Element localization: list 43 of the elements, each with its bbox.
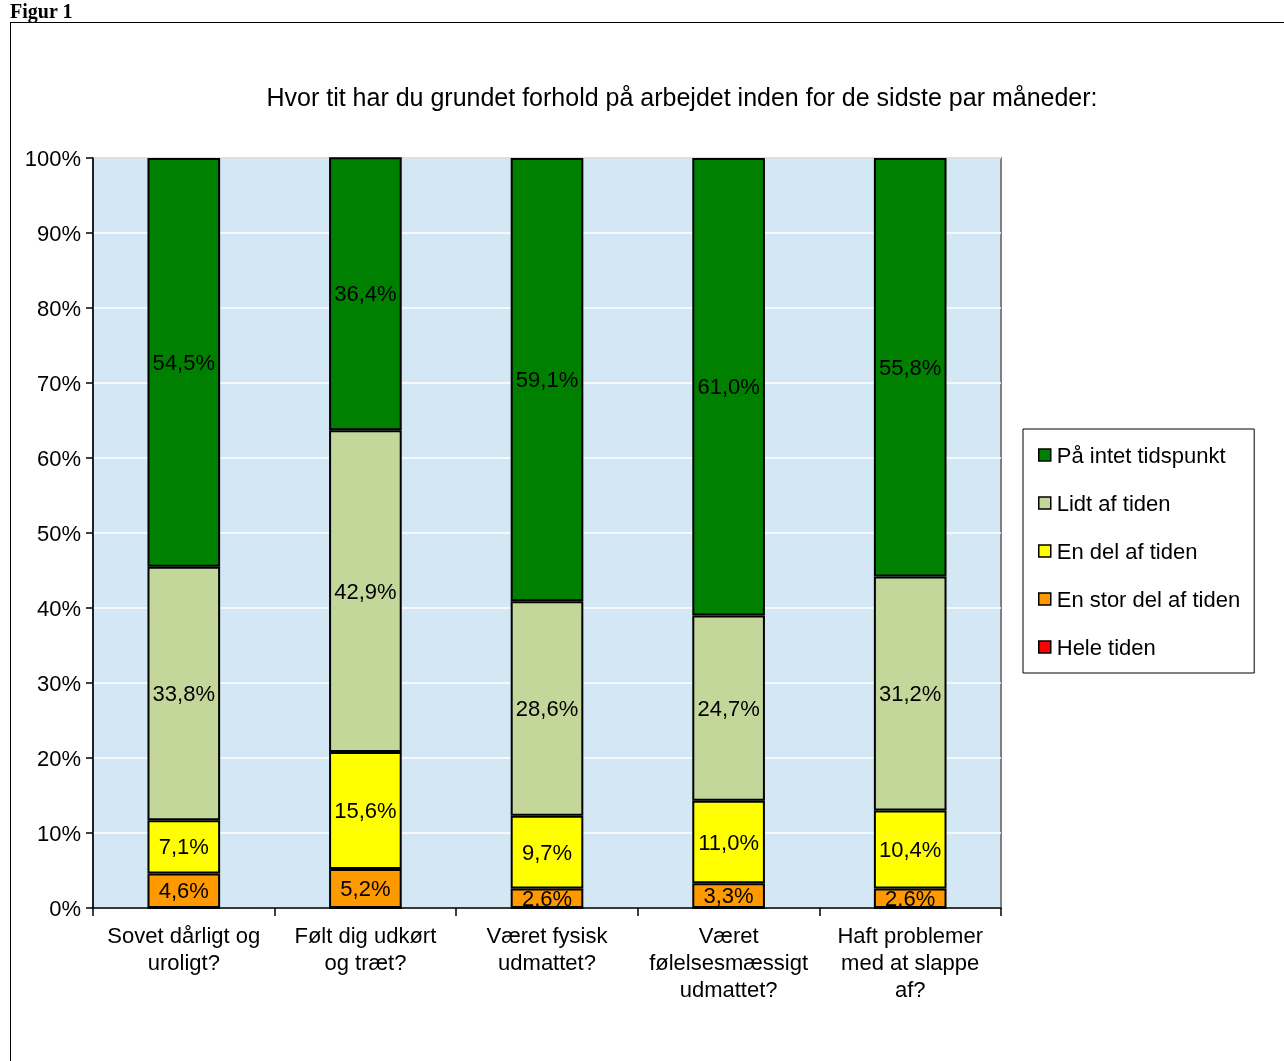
legend-label: En stor del af tiden <box>1056 586 1241 612</box>
data-label: 11,0% <box>698 829 759 855</box>
y-tick-label: 20% <box>36 745 81 771</box>
data-label: 36,4% <box>334 281 397 307</box>
y-tick-label: 30% <box>36 670 81 696</box>
data-label: 42,9% <box>334 578 397 604</box>
y-tick-label: 100% <box>24 145 81 171</box>
data-label: 9,7% <box>521 839 573 865</box>
data-label: 7,1% <box>158 834 209 860</box>
data-label: 54,5% <box>152 349 215 375</box>
y-tick-label: 70% <box>36 370 81 396</box>
chart-title: Hvor tit har du grundet forhold på arbejdet inden for de sidste par måneder: <box>266 82 1098 111</box>
data-label: 33,8% <box>152 681 215 706</box>
x-tick-label: Været følelsesmæssigt udmattet? <box>649 923 809 1002</box>
text: Figur 1 <box>10 0 73 22</box>
x-tick-label: Været fysisk udmattet? <box>486 923 609 975</box>
y-tick-label: 10% <box>36 820 81 846</box>
x-tick-label: Haft problemer med at slappe af? <box>837 923 983 1002</box>
x-tick-label: Sovet dårligt og uroligt? <box>107 923 261 975</box>
data-label: 2,6% <box>521 885 573 911</box>
data-label: 2,6% <box>885 885 936 911</box>
data-label: 61,0% <box>697 374 760 400</box>
data-label: 15,6% <box>334 798 397 823</box>
y-tick-label: 80% <box>36 295 81 321</box>
data-label: 59,1% <box>515 367 579 393</box>
y-tick-label: 0% <box>49 895 81 921</box>
data-label: 55,8% <box>879 354 942 380</box>
data-label: 10,4% <box>879 837 942 862</box>
legend-label: En del af tiden <box>1056 538 1198 564</box>
data-label: 31,2% <box>879 681 942 706</box>
y-tick-label: 40% <box>36 595 81 621</box>
legend-label: Lidt af tiden <box>1056 490 1171 516</box>
y-tick-label: 90% <box>36 220 81 246</box>
data-label: 5,2% <box>340 876 391 901</box>
data-label: 4,6% <box>158 878 209 904</box>
x-tick-label: Følt dig udkørt og træt? <box>294 923 437 975</box>
legend-label: På intet tidspunkt <box>1056 442 1226 468</box>
data-label: 28,6% <box>515 696 579 721</box>
legend-label: Hele tiden <box>1056 634 1156 660</box>
data-label: 3,3% <box>703 883 754 909</box>
data-label: 24,7% <box>697 695 760 721</box>
y-tick-label: 60% <box>36 445 81 471</box>
y-tick-label: 50% <box>36 520 81 546</box>
